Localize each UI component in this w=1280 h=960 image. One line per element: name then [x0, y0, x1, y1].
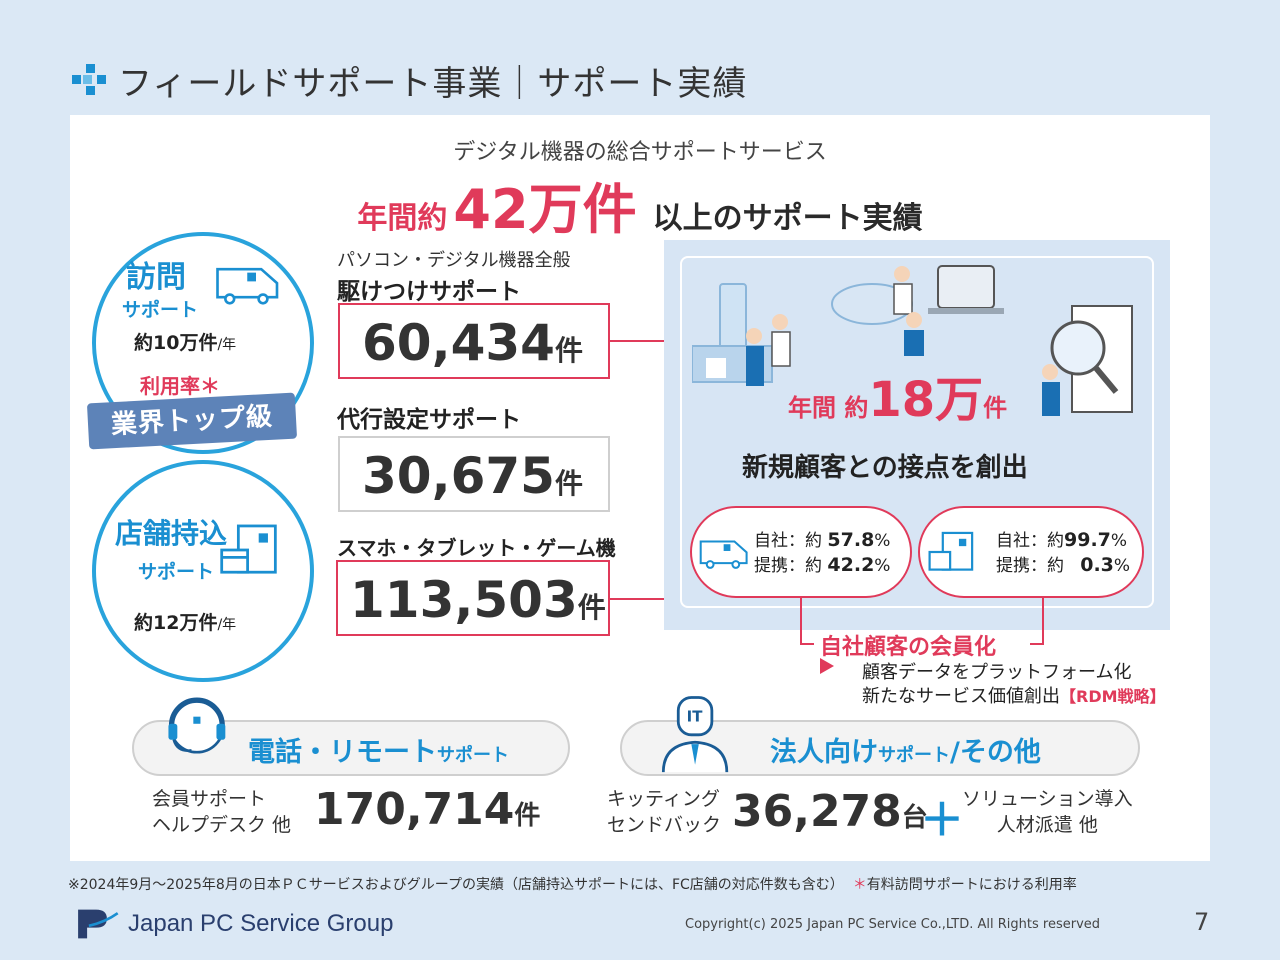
it-person-icon: IT — [661, 696, 729, 773]
van-small-icon — [699, 540, 748, 569]
store-ratio-text: 自社：約99.7% 提携：約 0.3% — [996, 529, 1131, 576]
phone-title: 電話・リモートサポート — [248, 737, 509, 768]
support-illustration-icon — [692, 265, 1133, 416]
company-name: Japan PC Service Group — [128, 910, 394, 937]
category-1-label: 駆けつけサポート — [337, 279, 521, 305]
new-customer-inner — [680, 256, 1154, 608]
bracket-bottom-left — [800, 643, 814, 645]
membership-label: 自社顧客の会員化 — [820, 635, 997, 660]
page-title: フィールドサポート事業｜サポート実績 — [118, 64, 748, 104]
phone-labels: 会員サポート ヘルプデスク 他 — [152, 788, 292, 836]
category-1-value-box: 60,434件 — [338, 303, 610, 379]
category-3-label: スマホ・タブレット・ゲーム機 — [337, 536, 616, 560]
bracket-right — [1042, 598, 1044, 644]
bullet-arrow-icon — [820, 658, 834, 674]
category-2-label: 代行設定サポート — [337, 407, 521, 433]
cross-logo-icon — [72, 64, 106, 95]
store-title: 店舗持込 — [115, 517, 228, 550]
phone-value: 170,714件 — [314, 784, 541, 835]
footnote: ※2024年9月～2025年8月の日本ＰＣサービスおよびグループの実績（店舗持込… — [68, 877, 1077, 893]
visit-subtitle: サポート — [122, 299, 199, 321]
connector-line-1 — [610, 340, 664, 342]
headline: 年間約 42万件 以上のサポート実績 — [357, 178, 923, 241]
store-building-icon — [220, 524, 277, 574]
visit-ratio-text: 自社：約 57.8% 提携：約 42.2% — [754, 529, 891, 576]
corporate-title: 法人向けサポート/その他 — [770, 737, 1041, 768]
utilization-label: 利用率＊ — [140, 374, 220, 398]
visit-count: 約10万件/年 — [134, 332, 237, 354]
store-subtitle: サポート — [138, 561, 215, 583]
corporate-value: 36,278台 — [732, 786, 928, 837]
headset-icon — [168, 697, 226, 754]
corporate-labels-left: キッティング センドバック — [607, 788, 722, 836]
category-3-value-box: 113,503件 — [336, 560, 610, 636]
bracket-bottom-right — [1030, 643, 1044, 645]
corporate-labels-right: ソリューション導入 人材派遣 他 — [962, 788, 1133, 836]
store-support-circle — [92, 460, 314, 682]
annual-18: 年間 約18万件 — [788, 372, 1008, 428]
store-count: 約12万件/年 — [134, 612, 237, 634]
page-number: 7 — [1194, 908, 1210, 936]
connector-line-2 — [610, 598, 664, 600]
store-small-icon — [928, 531, 974, 571]
plus-icon: ＋ — [920, 795, 964, 846]
category-1-small: パソコン・デジタル機器全般 — [337, 250, 571, 271]
company-logo-icon — [78, 909, 119, 939]
bracket-left — [800, 598, 802, 644]
bullet-text-1: 顧客データをプラットフォーム化 — [862, 662, 1132, 683]
svg-text:IT: IT — [687, 708, 704, 726]
contact-text: 新規顧客との接点を創出 — [742, 453, 1028, 483]
van-icon — [216, 267, 279, 305]
bullet-text-2: 新たなサービス価値創出【RDM戦略】 — [862, 686, 1166, 707]
copyright: Copyright(c) 2025 Japan PC Service Co.,L… — [685, 917, 1101, 932]
category-2-value-box: 30,675件 — [338, 436, 610, 512]
subtitle: デジタル機器の総合サポートサービス — [453, 140, 827, 165]
visit-title: 訪問 — [126, 260, 186, 295]
